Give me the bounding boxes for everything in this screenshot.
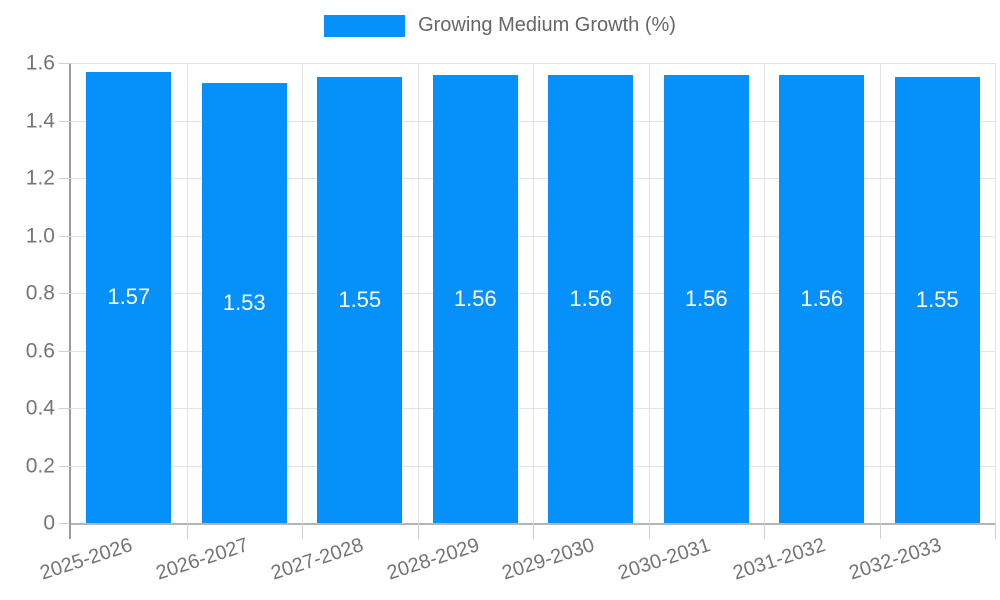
bar-value-label: 1.55 <box>915 287 959 313</box>
y-axis-tick-label: 0.6 <box>25 339 55 362</box>
y-axis-tick-label: 0 <box>43 511 55 535</box>
legend-swatch <box>324 14 406 37</box>
bar <box>779 74 865 523</box>
bar-value-label: 1.56 <box>453 285 497 311</box>
bar <box>317 77 403 523</box>
gridline-v <box>648 63 650 523</box>
bar-value-label: 1.53 <box>222 290 266 316</box>
x-axis-tick-label: 2030-2031 <box>614 534 713 585</box>
bar-value-label: 1.56 <box>800 285 844 311</box>
x-tick-mark <box>995 523 996 539</box>
bar <box>548 74 634 523</box>
plot-area: 0 0.2 0.4 0.6 0.8 1.0 1.2 1.4 1.6 1.57 2025-2026 1.… <box>26 53 996 585</box>
y-axis-tick-label: 0.8 <box>25 281 55 305</box>
gridline-v <box>533 63 534 523</box>
x-axis-tick-label: 2027-2028 <box>268 534 367 585</box>
x-tick-mark <box>69 523 71 539</box>
y-tick-mark <box>59 350 71 352</box>
y-tick-mark <box>59 523 71 524</box>
legend-label: Growing Medium Growth (%) <box>418 14 676 36</box>
gridline-v <box>995 63 996 523</box>
gridline-v <box>186 63 188 523</box>
y-axis-tick-label: 0.2 <box>25 454 55 477</box>
x-tick-mark <box>879 523 881 539</box>
x-tick-mark <box>186 523 188 539</box>
bar <box>86 71 172 523</box>
gridline-v <box>879 63 881 523</box>
x-tick-mark <box>764 523 765 539</box>
y-axis-tick-label: 1.6 <box>25 51 55 75</box>
bar-value-label: 1.55 <box>338 287 382 313</box>
gridline-v <box>764 63 765 523</box>
bar-value-label: 1.56 <box>569 285 613 311</box>
x-axis-tick-label: 2028-2029 <box>383 534 482 585</box>
bar <box>201 83 287 523</box>
bar <box>663 74 749 523</box>
gridline-v <box>417 63 419 523</box>
y-tick-mark <box>59 408 71 409</box>
gridline-v <box>302 63 303 523</box>
y-tick-mark <box>59 178 71 179</box>
x-axis-tick-label: 2026-2027 <box>152 534 251 585</box>
y-tick-mark <box>59 63 71 64</box>
y-tick-mark <box>59 293 71 294</box>
x-axis-tick-label: 2031-2032 <box>730 534 829 585</box>
y-tick-mark <box>59 235 71 237</box>
x-tick-mark <box>648 523 650 539</box>
x-axis-tick-label: 2032-2033 <box>845 534 944 585</box>
y-axis-tick-label: 1.2 <box>25 166 55 190</box>
legend: Growing Medium Growth (%) <box>0 14 1000 37</box>
y-axis-tick-label: 1.4 <box>25 109 55 132</box>
x-tick-mark <box>417 523 419 539</box>
x-tick-mark <box>533 523 534 539</box>
y-axis-tick-label: 1.0 <box>25 224 55 247</box>
y-tick-mark <box>59 465 71 467</box>
x-tick-mark <box>302 523 303 539</box>
y-axis-tick-label: 0.4 <box>25 396 55 420</box>
bar-value-label: 1.56 <box>684 285 728 311</box>
bar <box>432 74 518 523</box>
bar-value-label: 1.57 <box>107 284 151 310</box>
x-axis-tick-label: 2029-2030 <box>499 534 598 585</box>
y-tick-mark <box>59 120 71 122</box>
bar <box>894 77 980 523</box>
x-axis-tick-label: 2025-2026 <box>37 534 136 585</box>
